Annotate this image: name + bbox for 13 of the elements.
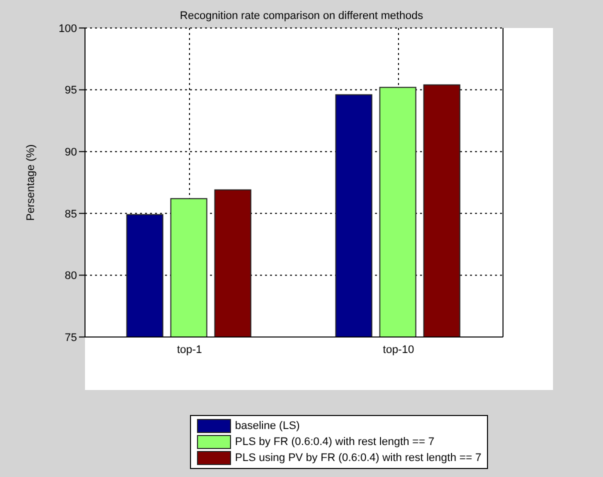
chart-title: Recognition rate comparison on different methods <box>178 10 424 22</box>
x-tick-label: top-10 <box>382 344 414 356</box>
y-tick-label: 95 <box>64 84 77 97</box>
y-tick-label: 75 <box>64 332 77 344</box>
y-tick-label: 90 <box>64 146 77 159</box>
legend-label: baseline (LS) <box>235 420 300 432</box>
y-axis-title: Persentage (%) <box>24 144 37 221</box>
y-tick-label: 85 <box>64 208 77 220</box>
x-tick-label: top-1 <box>176 344 202 356</box>
y-tick-label: 80 <box>64 270 77 282</box>
y-tick-label: 100 <box>58 22 77 35</box>
legend-label: PLS by FR (0.6:0.4) with rest length == 7 <box>235 436 434 448</box>
legend-label: PLS using PV by FR (0.6:0.4) with rest length == 7 <box>235 452 482 464</box>
